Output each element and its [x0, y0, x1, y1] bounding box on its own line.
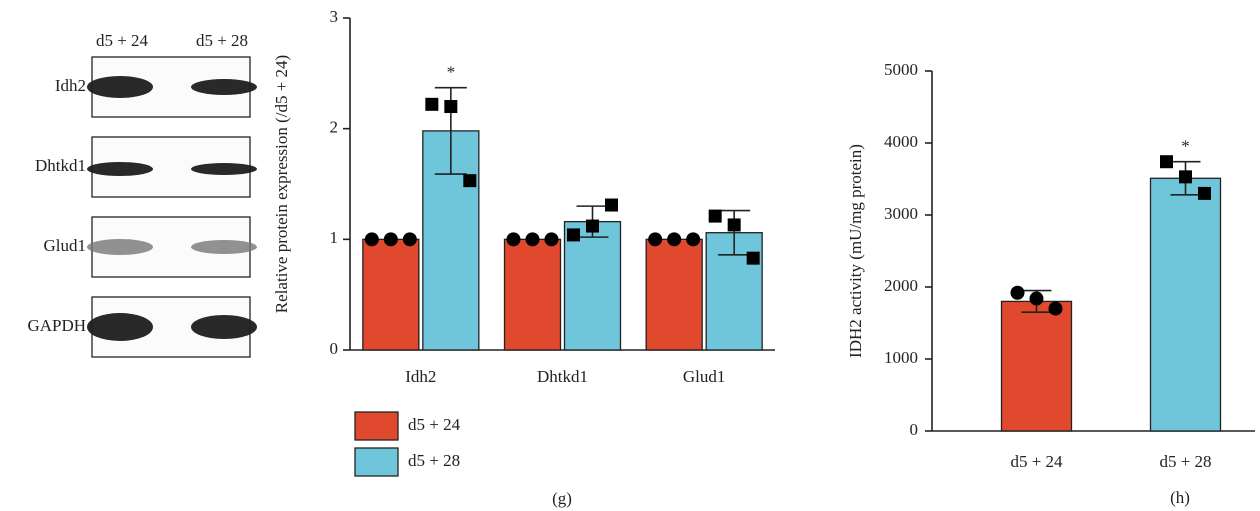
- data-point: [545, 232, 559, 246]
- bar: [505, 239, 561, 350]
- band: [87, 313, 153, 341]
- significance: *: [447, 63, 456, 82]
- y-axis-label: IDH2 activity (mU/mg protein): [846, 144, 865, 358]
- data-point: [709, 210, 722, 223]
- data-point: [1011, 286, 1025, 300]
- y-tick-label: 3000: [884, 204, 918, 223]
- data-point: [667, 232, 681, 246]
- legend-swatch: [355, 412, 398, 440]
- y-tick-label: 5000: [884, 60, 918, 79]
- band: [191, 315, 257, 339]
- bar: [646, 239, 702, 350]
- y-tick-label: 2: [330, 118, 339, 137]
- data-point: [1049, 302, 1063, 316]
- x-tick-label: Idh2: [405, 367, 436, 386]
- y-tick-label: 2000: [884, 276, 918, 295]
- legend-label: d5 + 24: [408, 415, 461, 434]
- band: [191, 79, 257, 95]
- row-label: Glud1: [44, 236, 87, 255]
- band: [191, 163, 257, 175]
- x-tick-label: Glud1: [683, 367, 726, 386]
- y-tick-label: 1: [330, 228, 339, 247]
- data-point: [444, 100, 457, 113]
- y-tick-label: 4000: [884, 132, 918, 151]
- legend-swatch: [355, 448, 398, 476]
- data-point: [747, 252, 760, 265]
- row-label: GAPDH: [27, 316, 86, 335]
- lane-label: d5 + 28: [196, 31, 248, 50]
- data-point: [403, 232, 417, 246]
- data-point: [384, 232, 398, 246]
- y-axis-label: Relative protein expression (/d5 + 24): [272, 55, 291, 313]
- data-point: [1160, 155, 1173, 168]
- legend-label: d5 + 28: [408, 451, 460, 470]
- data-point: [686, 232, 700, 246]
- data-point: [507, 232, 521, 246]
- figure: (g) (h) d5 + 24 d5 + 28 Idh2 Dhtkd1 Glud1 GAP…: [0, 0, 1260, 511]
- data-point: [648, 232, 662, 246]
- band: [87, 239, 153, 255]
- y-tick-label: 0: [910, 420, 919, 439]
- row-label: Idh2: [55, 76, 86, 95]
- bar: [1151, 178, 1221, 431]
- data-point: [567, 228, 580, 241]
- x-tick-label: d5 + 24: [1010, 452, 1063, 471]
- bar: [1002, 301, 1072, 431]
- data-point: [728, 218, 741, 231]
- y-tick-label: 1000: [884, 348, 918, 367]
- lane-label: d5 + 24: [96, 31, 149, 50]
- data-point: [463, 174, 476, 187]
- data-point: [1030, 292, 1044, 306]
- caption: (h): [1170, 488, 1190, 507]
- data-point: [526, 232, 540, 246]
- row-label: Dhtkd1: [35, 156, 86, 175]
- band: [191, 240, 257, 254]
- significance: *: [1181, 137, 1190, 156]
- data-point: [365, 232, 379, 246]
- data-point: [425, 98, 438, 111]
- x-tick-label: Dhtkd1: [537, 367, 588, 386]
- x-tick-label: d5 + 28: [1159, 452, 1211, 471]
- band: [87, 162, 153, 176]
- y-tick-label: 3: [330, 7, 339, 26]
- data-point: [605, 199, 618, 212]
- bar: [363, 239, 419, 350]
- caption: (g): [552, 489, 572, 508]
- band: [87, 76, 153, 98]
- data-point: [586, 220, 599, 233]
- data-point: [1198, 187, 1211, 200]
- data-point: [1179, 170, 1192, 183]
- y-tick-label: 0: [330, 339, 339, 358]
